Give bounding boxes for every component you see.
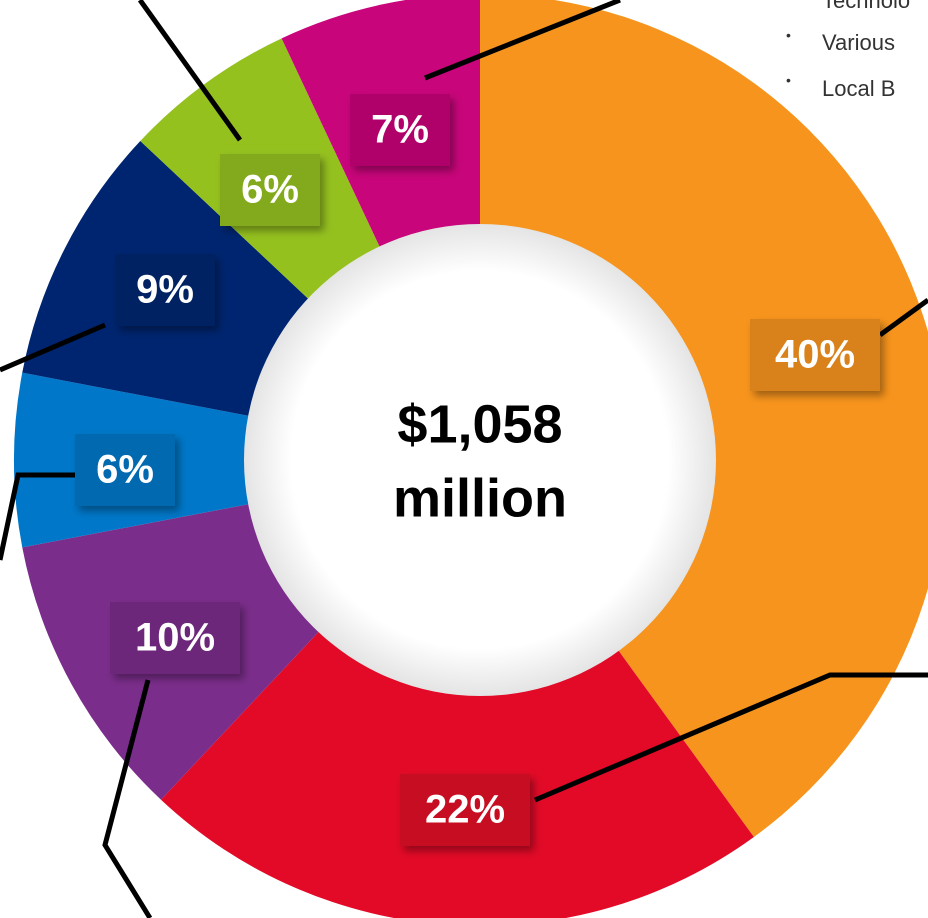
data-label: 22%: [425, 788, 505, 832]
label-box: [750, 319, 880, 391]
label-box: [75, 434, 175, 506]
data-label: 6%: [241, 168, 299, 212]
donut-segment: [480, 0, 928, 838]
center-label: $1,058: [397, 394, 562, 454]
data-label: 40%: [775, 333, 855, 377]
data-labels: 40% 22% 10% 6% 9% 6% 7%: [75, 94, 880, 846]
data-label: 7%: [371, 108, 429, 152]
label-box: [220, 154, 320, 226]
bullet: •: [786, 72, 791, 88]
label-box: [115, 254, 215, 326]
legend-item: Various: [822, 30, 895, 55]
center-label: million: [393, 468, 567, 528]
label-box: [350, 94, 450, 166]
data-label: 6%: [96, 448, 154, 492]
leader-line: [102, 679, 153, 918]
bullet: •: [786, 27, 791, 43]
data-label: 10%: [135, 616, 215, 660]
legend: Technolo • Various • Local B: [786, 0, 910, 101]
leader-line: [0, 472, 75, 561]
leader-line: [534, 672, 928, 803]
leader-line: [137, 0, 243, 142]
label-box: [400, 774, 530, 846]
data-label: 9%: [136, 268, 194, 312]
legend-item: Local B: [822, 76, 895, 101]
legend-item: Technolo: [822, 0, 910, 13]
leader-line: [878, 297, 928, 338]
leader-line: [0, 322, 106, 373]
label-box: [110, 602, 240, 674]
leader-line: [424, 0, 621, 81]
donut-hole: [244, 224, 716, 696]
